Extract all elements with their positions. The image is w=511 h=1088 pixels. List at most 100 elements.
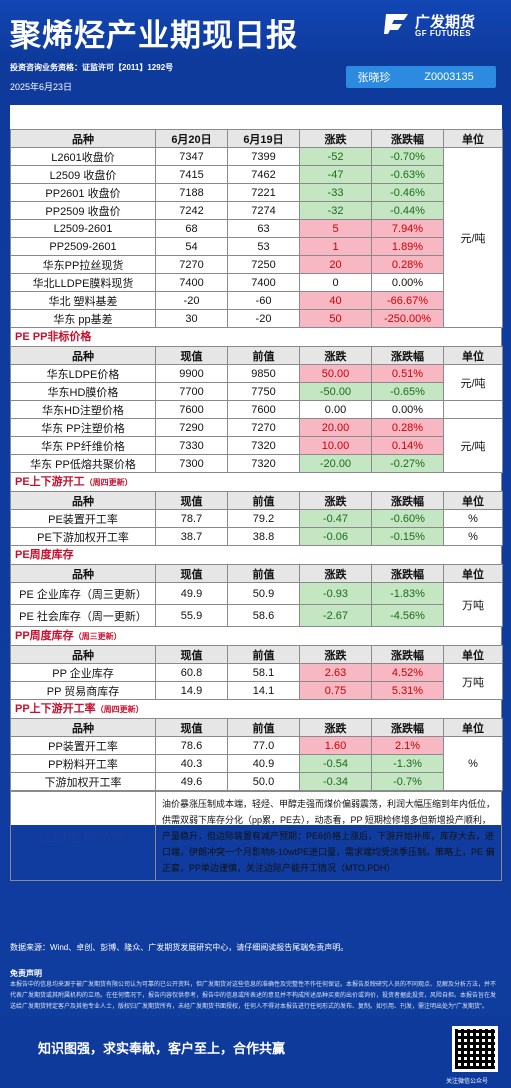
column-header: 6月20日 (155, 129, 228, 148)
table-row: PP2509 收盘价 7242 7274 -32 -0.44% (10, 201, 503, 220)
table-row: 华北LLDPE膜料现货 7400 7400 0 0.00% (10, 273, 503, 292)
row-name: PE 企业库存（周三更新） (10, 582, 156, 605)
row-name: 华东PP拉丝现货 (10, 255, 156, 274)
table-row: PE 社会库存（周一更新） 55.9 58.6 -2.67 -4.56% (10, 604, 503, 627)
previous-value: 50.0 (227, 772, 300, 791)
current-value: 7242 (155, 201, 228, 220)
change-value: -0.06 (299, 527, 372, 546)
change-value: -0.47 (299, 509, 372, 528)
row-name: PE 社会库存（周一更新） (10, 604, 156, 627)
column-header: 6月19日 (227, 129, 300, 148)
current-value: 38.7 (155, 527, 228, 546)
previous-value: 14.1 (227, 681, 300, 700)
column-header: 现值 (155, 645, 228, 664)
table-header-row: 品种 现值 前值 涨跌 涨跌幅 单位 (10, 491, 503, 510)
change-percent: -4.56% (371, 604, 444, 627)
current-value: 68 (155, 219, 228, 238)
pp_rate-section-title: PP上下游开工率（周四更新） (10, 700, 502, 718)
current-value: -20 (155, 291, 228, 310)
nonstd-table: 品种 现值 前值 涨跌 涨跌幅 单位 华东LDPE价格 9900 9850 50.00 0.51% 元… (10, 346, 503, 473)
row-name: PP2509-2601 (10, 237, 156, 256)
change-value: -20.00 (299, 454, 372, 473)
current-value: 55.9 (155, 604, 228, 627)
current-value: 7600 (155, 400, 228, 419)
table-row: L2601收盘价 7347 7399 -52 -0.70% 元/吨 (10, 147, 503, 328)
current-value: 7270 (155, 255, 228, 274)
previous-value: 77.0 (227, 736, 300, 755)
current-value: 7188 (155, 183, 228, 202)
change-value: -2.67 (299, 604, 372, 627)
previous-value: 7221 (227, 183, 300, 202)
row-name: 华东HD膜价格 (10, 382, 156, 401)
current-value: 7700 (155, 382, 228, 401)
logo-en: GF FUTURES (415, 29, 472, 38)
gf-logo-icon (384, 14, 408, 34)
section-title-text: PP上下游开工率 (15, 703, 96, 715)
current-value: 78.7 (155, 509, 228, 528)
previous-value: 7462 (227, 165, 300, 184)
column-header: 品种 (10, 718, 156, 737)
table-row: 华东HD注塑价格 7600 7600 0.00 0.00% (10, 400, 503, 419)
qr-code-icon (452, 1026, 498, 1072)
report-date: 2025年6月23日 (10, 82, 73, 92)
table-row: PP2509-2601 54 53 1 1.89% (10, 237, 503, 256)
current-value: 49.6 (155, 772, 228, 791)
column-header: 单位 (443, 346, 503, 365)
current-value: 40.3 (155, 754, 228, 773)
table-row: PP 贸易商库存 14.9 14.1 0.75 5.31% (10, 681, 503, 700)
change-value: -0.54 (299, 754, 372, 773)
change-percent: 5.31% (371, 681, 444, 700)
column-header: 现值 (155, 346, 228, 365)
change-percent: -0.60% (371, 509, 444, 528)
page-title: 聚烯烃产业期现日报 (10, 18, 298, 53)
change-percent: 0.51% (371, 364, 444, 383)
change-percent: -66.67% (371, 291, 444, 310)
row-name: 华东HD注塑价格 (10, 400, 156, 419)
column-header: 涨跌 (299, 491, 372, 510)
current-value: 49.9 (155, 582, 228, 605)
view-box: LLDPE PP观点 油价暴涨压制成本端，轻烃、甲醇走强而煤价偏弱震荡，利润大幅… (10, 791, 502, 881)
column-header: 涨跌幅 (371, 129, 444, 148)
previous-value: -20 (227, 309, 300, 328)
column-header: 单位 (443, 564, 503, 583)
column-header: 涨跌幅 (371, 645, 444, 664)
previous-value: 58.6 (227, 604, 300, 627)
row-name: 华东 PP注塑价格 (10, 418, 156, 437)
pe_stock-table: 品种 现值 前值 涨跌 涨跌幅 单位 PE 企业库存（周三更新） 49.9 50.9 -0.93-… (10, 564, 503, 627)
column-header: 涨跌 (299, 129, 372, 148)
table-row: L2509-2601 68 63 5 7.94% (10, 219, 503, 238)
row-name: L2509 收盘价 (10, 165, 156, 184)
change-percent: 7.94% (371, 219, 444, 238)
unit-cell: % (443, 509, 503, 528)
change-percent: -0.15% (371, 527, 444, 546)
previous-value: 58.1 (227, 663, 300, 682)
row-name: 下游加权开工率 (10, 772, 156, 791)
column-header: 品种 (10, 564, 156, 583)
table-row: 华东 PP注塑价格 7290 7270 20.00 0.28% 元/吨 (10, 418, 503, 473)
column-header: 现值 (155, 718, 228, 737)
change-percent: 4.52% (371, 663, 444, 682)
change-value: 50.00 (299, 364, 372, 383)
column-header: 涨跌 (299, 718, 372, 737)
row-name: L2601收盘价 (10, 147, 156, 166)
table-row: 华东 pp基差 30 -20 50 -250.00% (10, 309, 503, 328)
unit-cell: 万吨 (443, 582, 503, 627)
view-text: 油价暴涨压制成本端，轻烃、甲醇走强而煤价偏弱震荡，利润大幅压缩到年内低位，供需双… (162, 799, 496, 873)
column-header: 品种 (10, 129, 156, 148)
change-percent: -0.7% (371, 772, 444, 791)
change-value: 2.63 (299, 663, 372, 682)
change-percent: 0.28% (371, 418, 444, 437)
current-value: 7415 (155, 165, 228, 184)
table-row: PE装置开工率 78.7 79.2 -0.47 -0.60%% (10, 509, 503, 528)
current-value: 54 (155, 237, 228, 256)
change-value: -0.93 (299, 582, 372, 605)
panel-top-spacer (10, 105, 502, 129)
column-header: 涨跌 (299, 346, 372, 365)
header: 聚烯烃产业期现日报 广发期货 GF FUTURES 投资咨询业务资格：证监许可【… (0, 0, 511, 100)
column-header: 单位 (443, 129, 503, 148)
pp_stock-section-title: PP周度库存（周三更新） (10, 627, 502, 645)
column-header: 前值 (227, 491, 300, 510)
table-header-row: 品种 现值 前值 涨跌 涨跌幅 单位 (10, 718, 503, 737)
current-value: 7300 (155, 454, 228, 473)
table-header-row: 品种 现值 前值 涨跌 涨跌幅 单位 (10, 645, 503, 664)
